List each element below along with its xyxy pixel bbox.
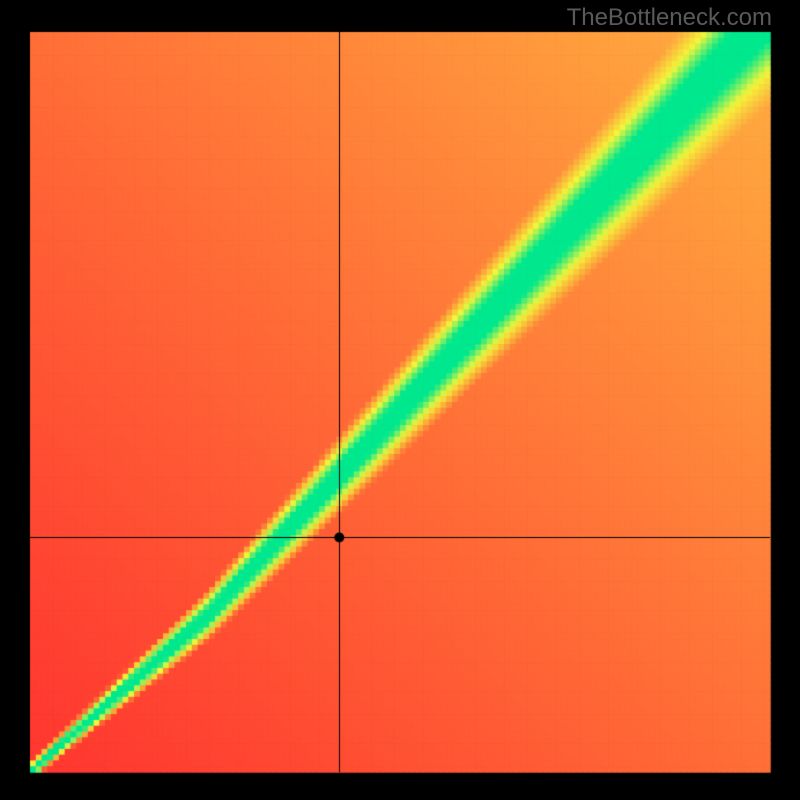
watermark-text: TheBottleneck.com bbox=[567, 4, 772, 32]
bottleneck-heatmap bbox=[0, 0, 800, 800]
